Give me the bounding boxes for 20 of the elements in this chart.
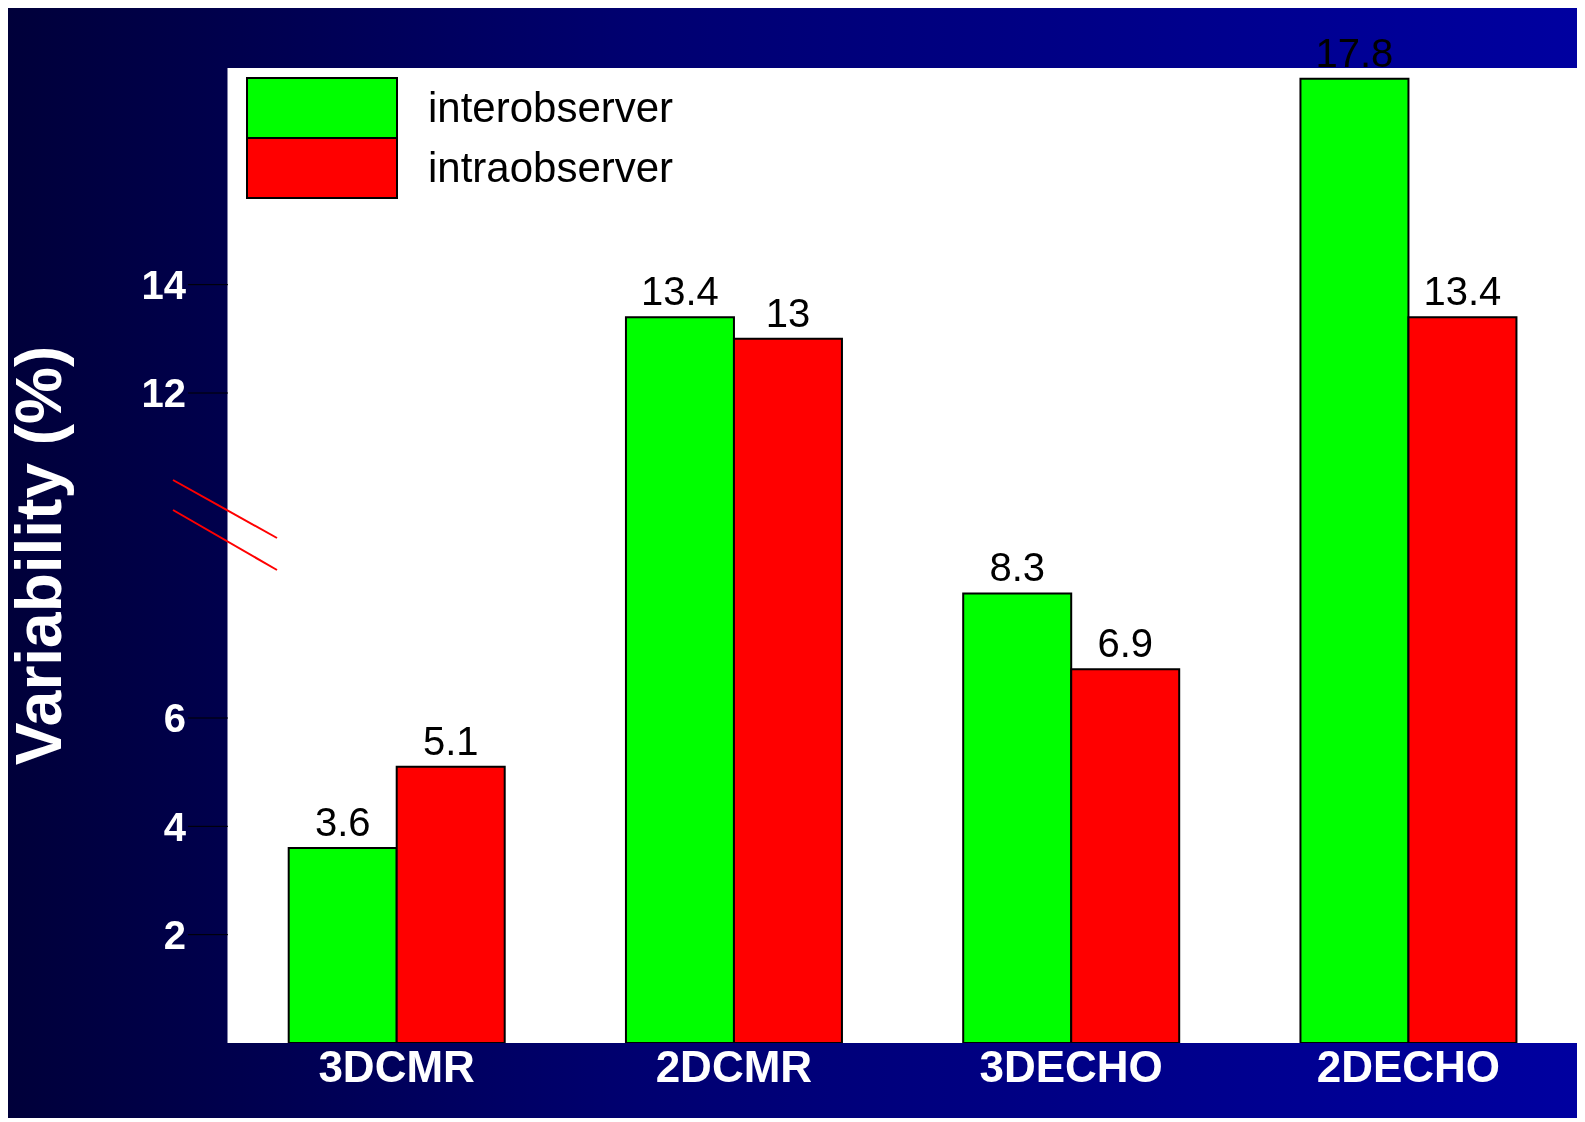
x-tick-label: 2DCMR [655,1042,813,1092]
data-label: 13.4 [1423,269,1502,314]
data-label: 8.3 [989,545,1046,590]
legend-label: intraobserver [428,144,674,192]
x-tick-label: 3DCMR [318,1042,475,1092]
data-label: 3.6 [314,800,371,844]
data-label: 13 [765,290,811,335]
y-tick-label: 6 [163,696,186,741]
data-label: 17.8 [1315,30,1394,75]
y-tick-label: 4 [163,804,187,849]
y-tick-label: 14 [141,262,187,307]
data-label: 13.4 [641,269,719,314]
data-label: 6.9 [1097,621,1154,666]
data-label: 5.1 [422,718,479,763]
legend-label: interobserver [428,84,674,132]
x-tick-label: 3DECHO [979,1042,1163,1092]
y-tick-label: 12 [141,371,186,416]
y-axis-title: Variability (%) [2,345,75,766]
y-tick-label: 2 [163,912,186,957]
x-tick-label: 2DECHO [1316,1042,1501,1092]
